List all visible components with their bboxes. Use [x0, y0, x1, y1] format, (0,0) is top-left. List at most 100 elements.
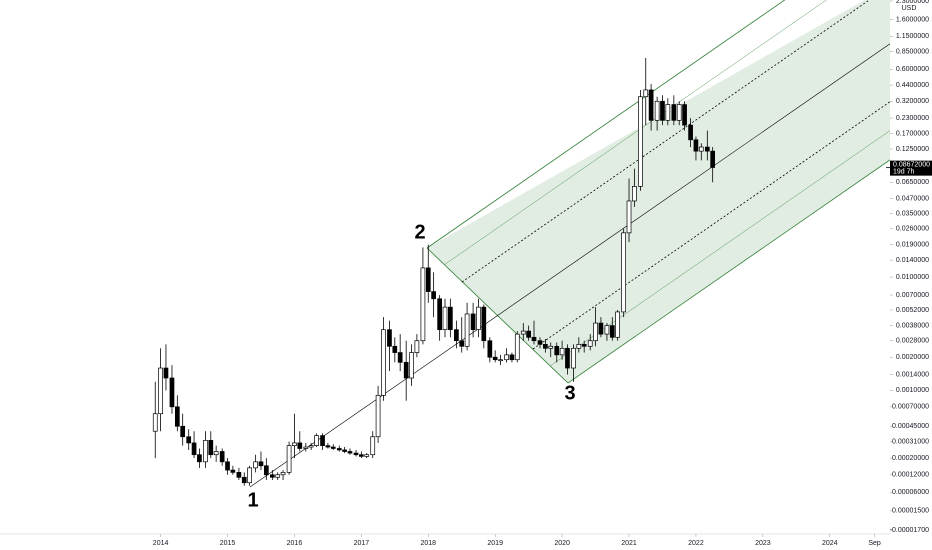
- candle-body: [626, 200, 632, 234]
- candle-body: [163, 367, 169, 379]
- y-tick-label: 0.0038000: [896, 322, 929, 329]
- y-tick-label: 0.0010000: [896, 387, 929, 394]
- y-tick-label: 0.00070000: [892, 404, 929, 411]
- y-tick-label: 0.0650000: [896, 179, 929, 186]
- annotation: 2: [414, 221, 425, 243]
- candle-body: [514, 333, 520, 361]
- candle-body: [230, 469, 236, 473]
- candle-body: [152, 413, 158, 432]
- y-tick-label: 0.0070000: [896, 292, 929, 299]
- candle-body: [526, 330, 531, 338]
- x-tick-label: 2016: [287, 540, 303, 547]
- annotation: 1: [247, 489, 258, 511]
- candle-body: [615, 311, 620, 338]
- candle-body: [598, 322, 604, 335]
- candle-body: [258, 461, 264, 467]
- candle-body: [587, 340, 593, 347]
- candle-body: [476, 306, 481, 331]
- candle-body: [359, 454, 364, 457]
- fork-upper: [426, 0, 786, 249]
- candle-body: [342, 449, 347, 452]
- candle-body: [208, 440, 214, 456]
- candle-body: [593, 322, 598, 342]
- x-tick-label: Sep: [868, 540, 881, 547]
- candle-body: [158, 367, 163, 415]
- candle-body: [292, 442, 297, 446]
- candle-body: [420, 267, 426, 342]
- y-tick-label: 0.0028000: [896, 338, 929, 345]
- candle-body: [459, 340, 465, 347]
- candle-body: [409, 352, 414, 379]
- candle-body: [297, 442, 303, 449]
- candle-body: [531, 336, 537, 342]
- fork-eighth: [549, 130, 890, 367]
- candle-body: [191, 442, 197, 456]
- candle-body: [621, 232, 627, 313]
- y-tick-label: -0.00001700: [890, 527, 929, 534]
- channel-fill: [427, 0, 890, 383]
- candle-body: [275, 474, 281, 478]
- candle-body: [203, 440, 208, 463]
- countdown-label: 19d 7h: [893, 168, 915, 175]
- x-tick-label: 2015: [220, 540, 236, 547]
- candle-body: [253, 461, 258, 469]
- y-tick-label: 0.00012000: [892, 472, 929, 479]
- candle-body: [565, 347, 570, 369]
- y-tick-label: 0.0260000: [896, 226, 929, 233]
- candle-body: [537, 340, 543, 345]
- y-tick-label: 1.6000000: [896, 16, 929, 23]
- candle-body: [581, 344, 587, 347]
- candle-body: [414, 340, 420, 353]
- y-tick-label: 0.0014000: [896, 371, 929, 378]
- candle-body: [308, 445, 314, 448]
- candle-body: [186, 436, 192, 444]
- candle-body: [487, 340, 493, 358]
- candle-body: [392, 345, 398, 353]
- y-tick-label: 0.0020000: [896, 354, 929, 361]
- candle-body: [397, 352, 403, 363]
- candle-body: [381, 329, 386, 396]
- candle-body: [403, 361, 409, 379]
- x-tick-label: 2017: [354, 540, 370, 547]
- candle-body: [470, 313, 476, 331]
- last-price-label: 0.08672000: [893, 161, 930, 168]
- y-tick-label: 0.0140000: [896, 257, 929, 264]
- candle-body: [643, 89, 649, 98]
- candle-body: [241, 476, 247, 484]
- candles: [152, 57, 716, 486]
- candle-body: [676, 104, 682, 121]
- candle-body: [303, 446, 309, 449]
- candle-body: [225, 461, 230, 471]
- fork-eighth: [443, 0, 827, 266]
- fork-lower: [567, 159, 890, 384]
- candle-body: [504, 354, 509, 361]
- fork-quarter: [461, 0, 870, 283]
- candle-body: [213, 451, 219, 456]
- candle-body: [364, 454, 370, 457]
- annotation: 3: [564, 382, 575, 404]
- x-tick-label: 2022: [688, 540, 704, 547]
- y-tick-label: 0.00045000: [892, 423, 929, 430]
- candle-body: [464, 313, 470, 347]
- candle-body: [180, 425, 186, 438]
- x-tick-label: 2018: [420, 540, 436, 547]
- candle-body: [425, 267, 431, 292]
- y-tick-label: 0.0052000: [896, 307, 929, 314]
- candle-body: [604, 325, 610, 335]
- y-tick-label: 0.8500000: [896, 48, 929, 55]
- candle-body: [654, 100, 660, 121]
- candle-body: [263, 465, 269, 476]
- y-tick-label: 2.3000000: [896, 0, 929, 5]
- candle-body: [498, 359, 503, 362]
- fork-quarter: [532, 101, 890, 350]
- y-tick-label: 0.4400000: [896, 82, 929, 89]
- y-tick-label: 0.1700000: [896, 130, 929, 137]
- y-tick-label: 0.00001500: [892, 508, 929, 515]
- candle-body: [270, 474, 275, 478]
- y-tick-label: 0.00031000: [892, 438, 929, 445]
- y-tick-label: 0.3200000: [896, 98, 929, 105]
- candle-body: [638, 96, 643, 187]
- candle-body: [236, 472, 242, 478]
